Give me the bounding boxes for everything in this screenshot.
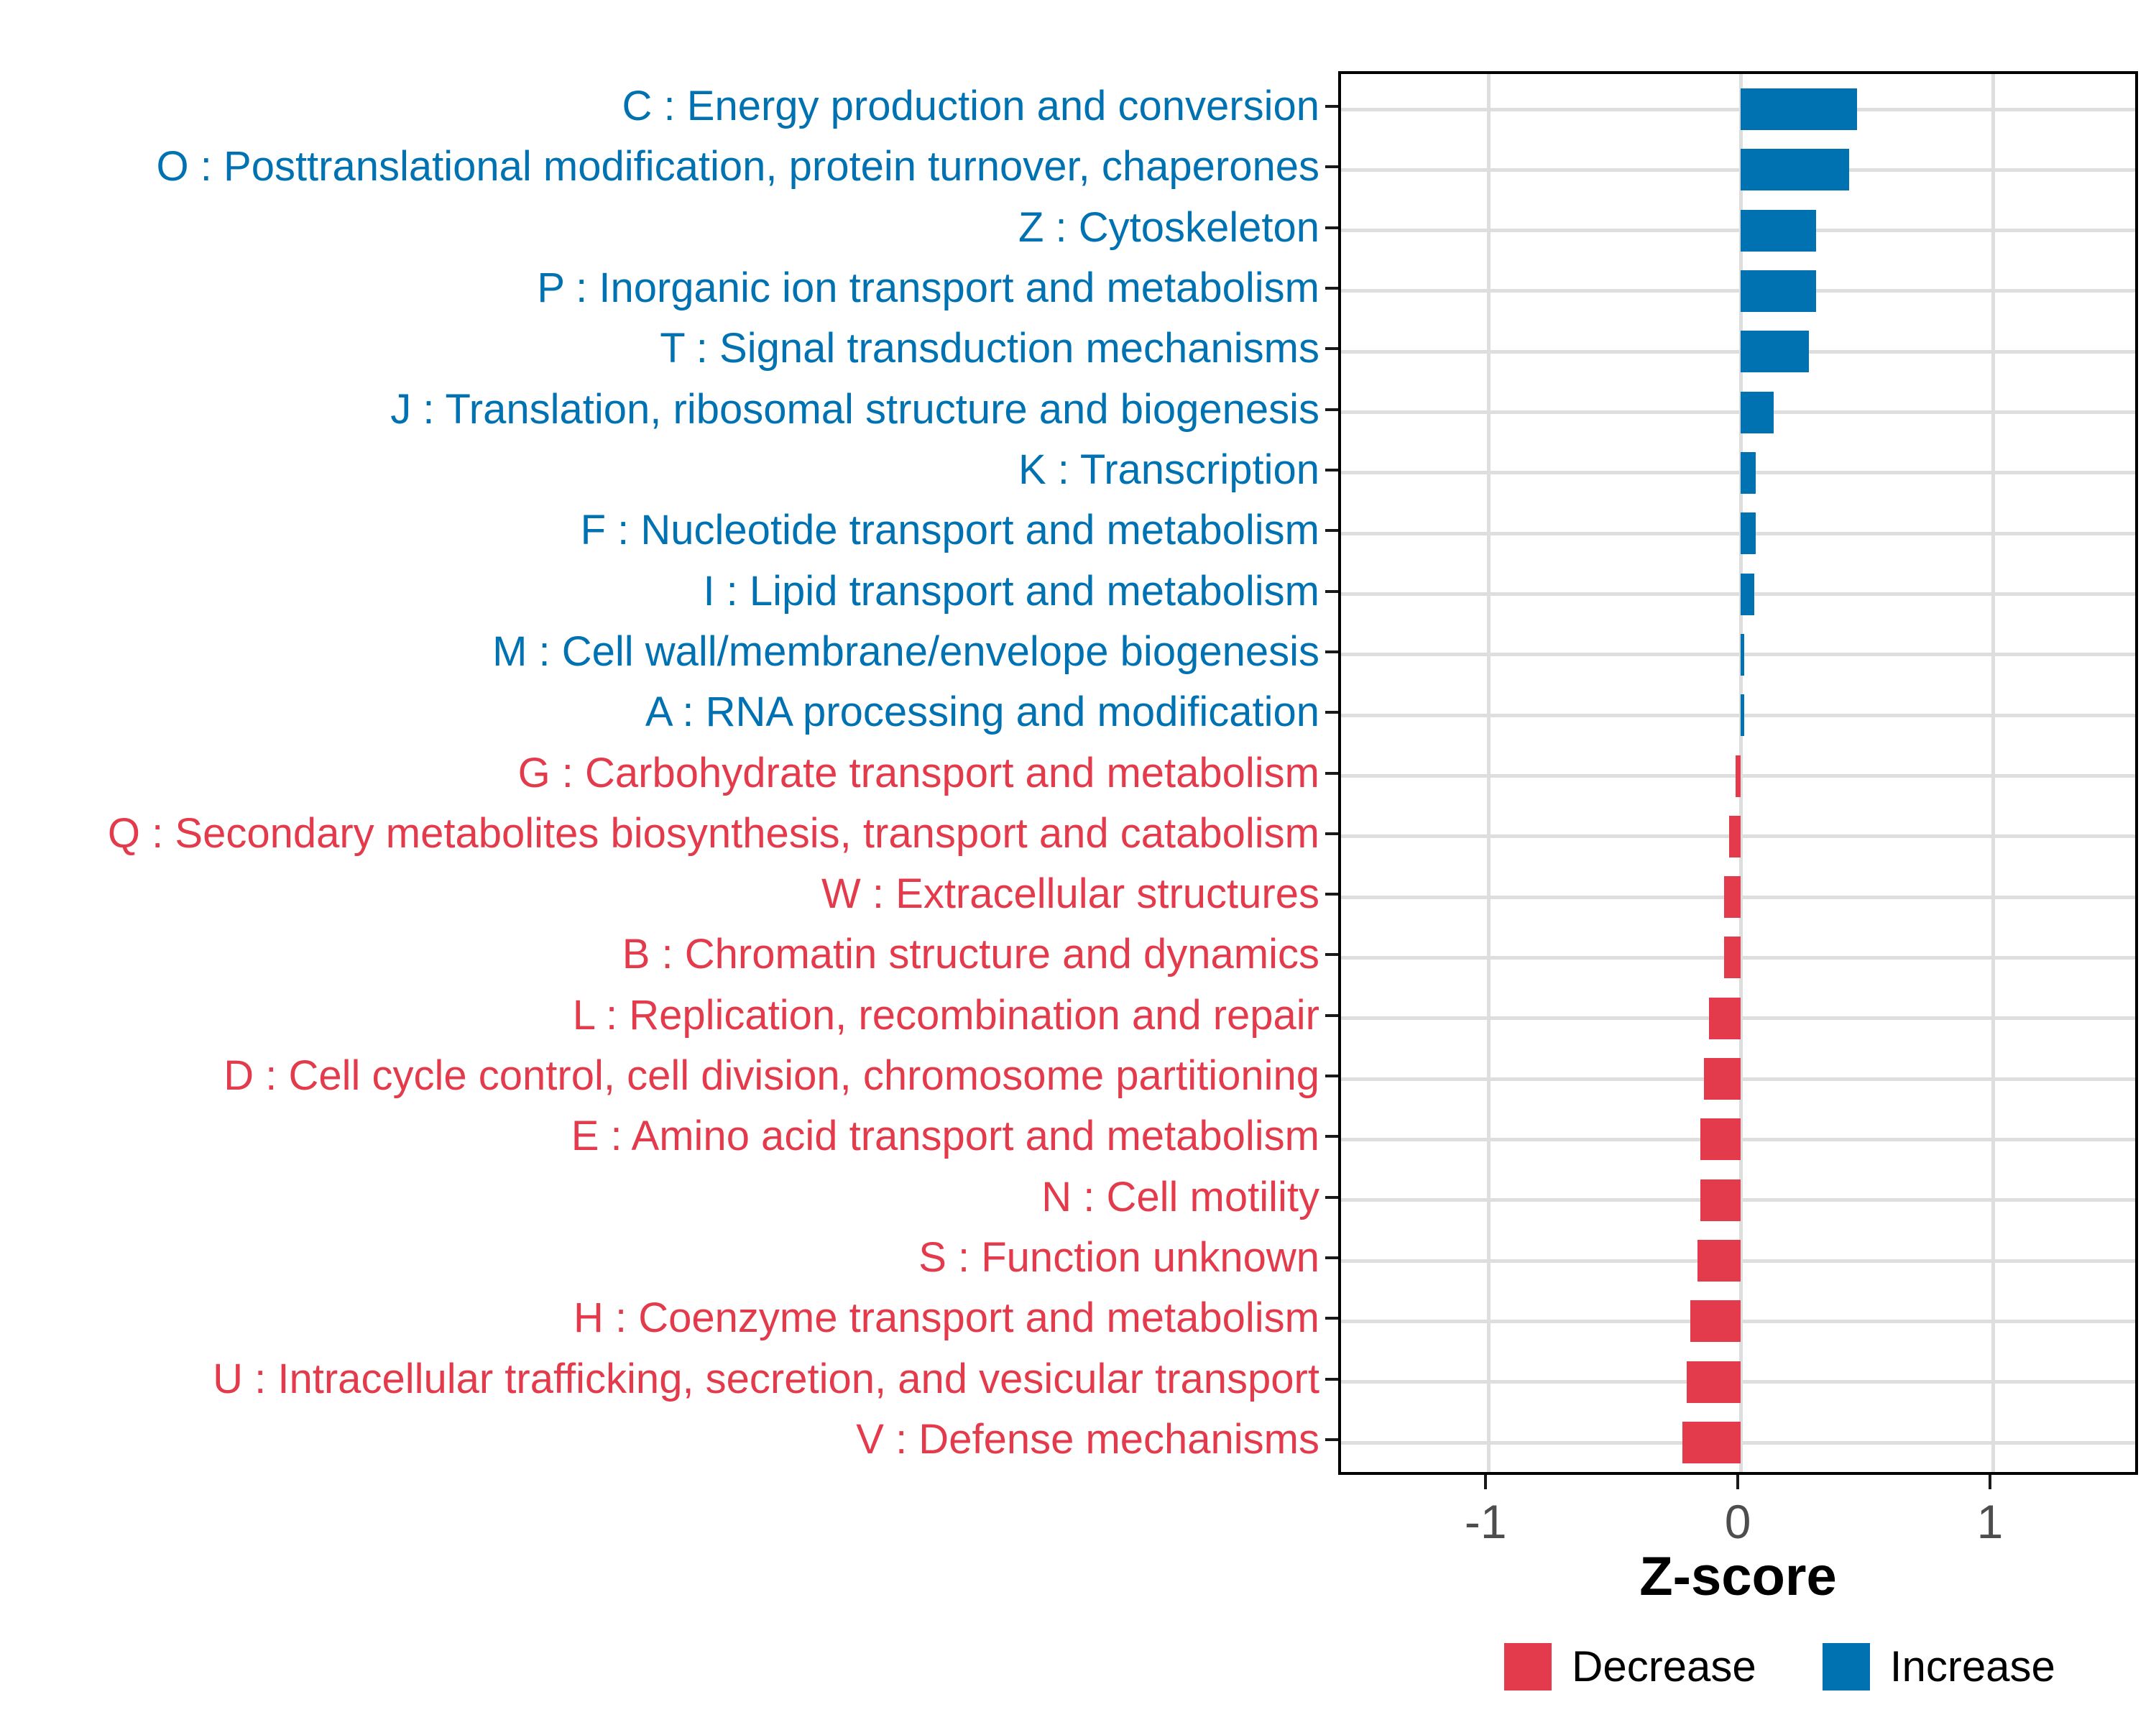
category-label: N : Cell motility [1041, 1173, 1319, 1220]
bar-W [1724, 876, 1741, 919]
category-label: C : Energy production and conversion [622, 83, 1319, 129]
bar-B [1724, 937, 1741, 979]
y-tick [1325, 1256, 1338, 1260]
category-label: U : Intracellular trafficking, secretion… [213, 1355, 1319, 1402]
category-label: H : Coenzyme transport and metabolism [573, 1294, 1319, 1342]
gridline-x-0 [1738, 74, 1743, 1472]
x-tick-label-0: 0 [1724, 1495, 1751, 1548]
y-tick [1325, 771, 1338, 775]
bar-Z [1741, 209, 1817, 252]
bar-U [1686, 1361, 1741, 1403]
bar-J [1741, 391, 1774, 433]
y-tick [1325, 165, 1338, 169]
bar-F [1741, 512, 1756, 555]
bar-I [1741, 573, 1755, 615]
gridline-row [1341, 229, 2135, 233]
bar-C [1741, 88, 1857, 130]
gridline-row [1341, 410, 2135, 415]
y-tick [1325, 529, 1338, 533]
gridline-row [1341, 653, 2135, 657]
legend-swatch-increase [1822, 1642, 1870, 1690]
gridline-row [1341, 167, 2135, 172]
category-label: S : Function unknown [918, 1234, 1319, 1282]
gridline-row [1341, 107, 2135, 111]
category-label: B : Chromatin structure and dynamics [622, 931, 1319, 978]
y-tick [1325, 286, 1338, 290]
category-label: G : Carbohydrate transport and metabolis… [517, 749, 1319, 796]
y-tick [1325, 1195, 1338, 1199]
gridline-row [1341, 713, 2135, 717]
gridline-x--1 [1486, 74, 1491, 1472]
bar-K [1741, 451, 1756, 494]
legend: Decrease Increase [1504, 1642, 2055, 1690]
bar-L [1709, 997, 1741, 1039]
category-label: A : RNA processing and modification [645, 689, 1319, 736]
legend-swatch-decrease [1504, 1642, 1552, 1690]
category-label: W : Extracellular structures [821, 870, 1319, 918]
bar-D [1704, 1058, 1741, 1100]
gridline-row [1341, 471, 2135, 475]
bar-G [1736, 755, 1741, 797]
bar-M [1741, 633, 1745, 676]
category-label: K : Transcription [1018, 446, 1319, 493]
bar-O [1741, 149, 1850, 191]
y-tick [1325, 832, 1338, 835]
bar-P [1741, 270, 1817, 312]
x-tick-label--1: -1 [1464, 1495, 1507, 1548]
y-tick [1325, 105, 1338, 108]
bar-Q [1729, 815, 1741, 857]
bar-T [1741, 331, 1809, 373]
category-label: O : Posttranslational modification, prot… [156, 143, 1319, 190]
y-tick [1325, 650, 1338, 653]
x-axis-title: Z-score [1639, 1546, 1837, 1607]
plot-panel [1338, 71, 2138, 1475]
y-tick [1325, 468, 1338, 472]
y-tick [1325, 711, 1338, 714]
x-tick-label-1: 1 [1976, 1495, 2004, 1548]
category-label: Z : Cytoskeleton [1018, 203, 1319, 251]
bar-E [1700, 1118, 1741, 1161]
legend-label-decrease: Decrease [1572, 1642, 1756, 1690]
y-tick [1325, 953, 1338, 957]
category-label: I : Lipid transport and metabolism [703, 567, 1319, 615]
category-label: E : Amino acid transport and metabolism [571, 1113, 1319, 1160]
y-tick [1325, 1377, 1338, 1381]
y-tick [1325, 589, 1338, 593]
gridline-row [1341, 592, 2135, 597]
category-label: Q : Secondary metabolites biosynthesis, … [107, 809, 1319, 857]
category-label: P : Inorganic ion transport and metaboli… [537, 264, 1319, 311]
category-label: T : Signal transduction mechanisms [660, 325, 1319, 372]
gridline-row [1341, 289, 2135, 293]
bar-V [1682, 1422, 1741, 1463]
y-tick [1325, 1438, 1338, 1441]
category-label: J : Translation, ribosomal structure and… [390, 385, 1319, 433]
y-tick [1325, 226, 1338, 229]
y-tick [1325, 1317, 1338, 1320]
x-tick [1484, 1475, 1488, 1489]
y-tick [1325, 893, 1338, 896]
category-label: F : Nucleotide transport and metabolism [580, 507, 1319, 554]
bar-A [1741, 694, 1745, 737]
category-label: V : Defense mechanisms [856, 1416, 1319, 1463]
x-tick [1736, 1475, 1740, 1489]
bar-H [1690, 1300, 1741, 1343]
gridline-row [1341, 349, 2135, 354]
y-tick [1325, 1013, 1338, 1017]
gridline-x-1 [1991, 74, 1995, 1472]
y-tick [1325, 347, 1338, 351]
category-label: M : Cell wall/membrane/envelope biogenes… [492, 627, 1319, 675]
bar-N [1700, 1179, 1741, 1221]
legend-label-increase: Increase [1889, 1642, 2055, 1690]
x-tick [1989, 1475, 1992, 1489]
bar-S [1697, 1240, 1741, 1282]
gridline-row [1341, 531, 2135, 535]
category-label: D : Cell cycle control, cell division, c… [224, 1052, 1319, 1100]
category-label: L : Replication, recombination and repai… [572, 991, 1319, 1039]
y-tick [1325, 1075, 1338, 1078]
y-tick [1325, 1135, 1338, 1138]
y-tick [1325, 408, 1338, 411]
